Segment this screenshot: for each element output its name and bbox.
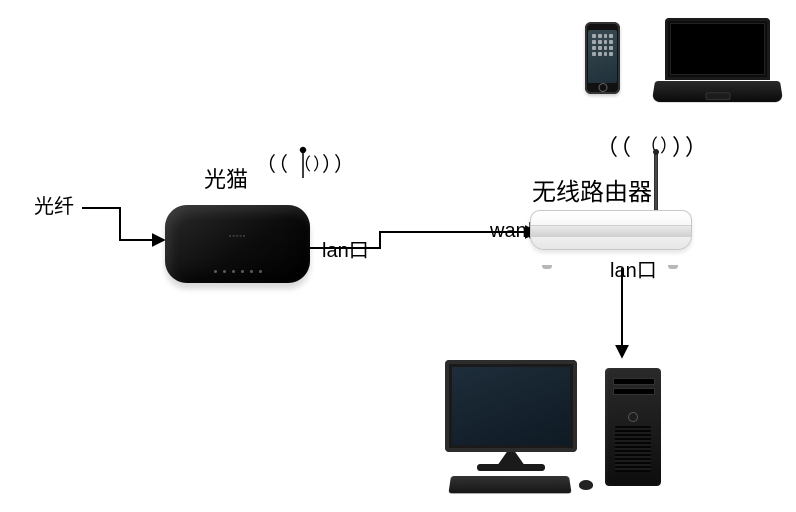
modem-label: 光猫 bbox=[204, 162, 248, 194]
modem-device: ◦◦◦◦◦ bbox=[165, 205, 310, 285]
laptop-device bbox=[655, 18, 780, 103]
router-waves-right: ）） bbox=[672, 130, 709, 162]
router-label: 无线路由器 bbox=[532, 172, 652, 207]
router-device bbox=[530, 210, 690, 265]
desktop-pc-device bbox=[445, 360, 665, 500]
modem-waves-left: （（ bbox=[256, 148, 290, 177]
modem-lan-label: lan口 bbox=[322, 234, 369, 263]
diagram-canvas: 光纤 光猫 lan口 无线路由器 wan口 lan口 （（ （） ）） （（ （… bbox=[0, 0, 796, 512]
router-waves-left: （（ bbox=[596, 130, 633, 162]
modem-waves-right: ）） bbox=[322, 148, 356, 177]
edge-fiber-to-modem bbox=[82, 208, 163, 240]
fiber-label: 光纤 bbox=[34, 190, 74, 219]
smartphone-device bbox=[585, 22, 620, 94]
